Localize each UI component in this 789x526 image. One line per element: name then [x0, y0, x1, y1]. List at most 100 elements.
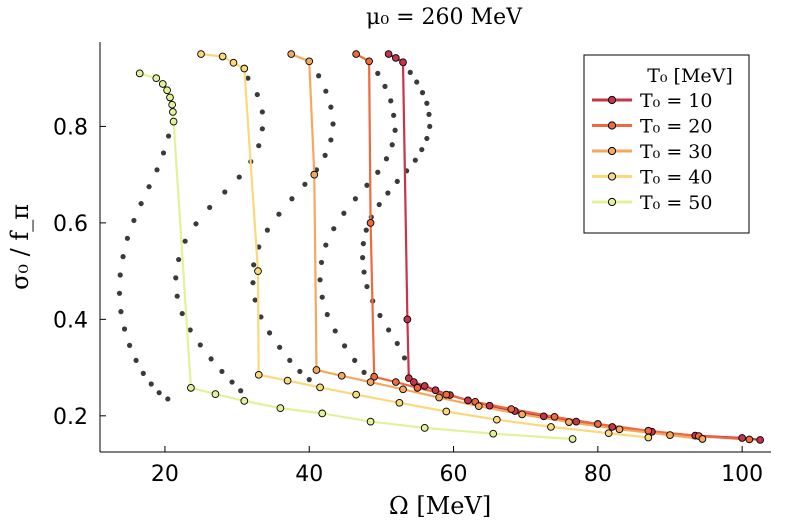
- series-point: [391, 54, 400, 62]
- series-point: [318, 409, 327, 418]
- y-tick-label: 0.2: [53, 405, 88, 430]
- branch-point: [160, 150, 167, 156]
- series-point: [370, 372, 379, 381]
- branch-point: [364, 182, 370, 188]
- series-point: [283, 376, 292, 385]
- legend-entry-label: T₀ = 10: [640, 90, 712, 112]
- branch-point: [324, 311, 330, 318]
- branch-point: [187, 327, 193, 333]
- branch-point: [331, 226, 337, 232]
- series-point: [366, 378, 375, 386]
- series-point: [507, 405, 516, 413]
- series-point: [229, 58, 238, 67]
- unstable-branches: [116, 58, 433, 402]
- branch-point: [306, 377, 312, 383]
- series-point: [152, 74, 161, 83]
- branch-point: [116, 290, 123, 296]
- branch-point: [252, 297, 258, 303]
- series-point: [435, 393, 443, 402]
- legend: T₀ [MeV] T₀ = 10 T₀ = 20 T₀ = 30 T₀ = 40 T₀ …: [583, 54, 750, 234]
- legend-swatch-marker: [607, 95, 617, 105]
- y-axis-title: σ₀ / f_π: [6, 204, 34, 290]
- branch-point: [392, 127, 398, 133]
- series-point: [352, 390, 360, 399]
- branch-point: [407, 69, 413, 75]
- chart-title: μ₀ = 260 MeV: [366, 5, 523, 30]
- series-point: [168, 100, 177, 109]
- branch-point: [173, 275, 179, 281]
- branch-point: [388, 98, 394, 104]
- x-axis-title: Ω [MeV]: [389, 492, 491, 520]
- series-point: [169, 108, 177, 116]
- branch-point: [330, 121, 336, 127]
- series-point: [316, 383, 324, 392]
- series-point: [745, 435, 754, 444]
- branch-point: [364, 283, 370, 290]
- branch-point: [126, 342, 133, 348]
- branch-point: [360, 255, 366, 261]
- series-point: [287, 50, 296, 58]
- branch-point: [165, 133, 172, 139]
- branch-point: [118, 309, 124, 315]
- series-points: [135, 50, 765, 444]
- branch-point: [207, 204, 213, 211]
- branch-point: [302, 181, 308, 187]
- series-point: [218, 52, 227, 61]
- series-point: [550, 412, 559, 421]
- series-point: [391, 378, 400, 386]
- branch-point: [236, 174, 242, 180]
- legend-swatch-marker: [607, 121, 617, 130]
- series-point: [431, 386, 440, 395]
- axes: 20 40 60 80 100 0.2 0.4 0.6 0.8: [53, 42, 771, 487]
- legend-entry-label: T₀ = 30: [640, 141, 712, 163]
- series-point: [738, 434, 746, 442]
- branch-point: [266, 330, 273, 336]
- series-point: [539, 412, 548, 421]
- legend-swatch-marker: [607, 172, 617, 181]
- series-point: [197, 50, 205, 58]
- branch-point: [361, 269, 367, 275]
- branch-point: [414, 79, 420, 85]
- series-point: [395, 398, 404, 407]
- branch-point: [377, 312, 383, 319]
- series-point: [312, 366, 321, 374]
- branch-point: [424, 135, 430, 142]
- series-point: [442, 390, 451, 399]
- series-point: [698, 435, 707, 443]
- branch-point: [341, 343, 348, 349]
- branch-point: [389, 142, 395, 148]
- branch-point: [131, 217, 137, 224]
- branch-point: [394, 178, 400, 184]
- branch-point: [352, 357, 358, 363]
- legend-entry-label: T₀ = 40: [640, 167, 712, 189]
- branch-point: [182, 238, 188, 244]
- series-point: [366, 417, 375, 426]
- branch-point: [318, 259, 325, 266]
- series-point: [593, 420, 602, 428]
- legend-swatch-marker: [607, 146, 617, 156]
- series-point: [492, 415, 501, 424]
- branch-point: [264, 227, 270, 233]
- branch-point: [140, 370, 146, 376]
- x-tick-label: 20: [151, 462, 179, 487]
- branch-point: [245, 75, 251, 81]
- series-point: [399, 58, 407, 67]
- branch-point: [375, 70, 381, 76]
- branch-point: [276, 211, 282, 217]
- branch-point: [258, 314, 264, 320]
- branch-point: [382, 83, 388, 89]
- branch-point: [251, 262, 257, 268]
- x-tick-label: 80: [584, 462, 612, 487]
- branch-point: [154, 167, 160, 173]
- y-tick-label: 0.4: [53, 308, 88, 333]
- branch-point: [176, 256, 182, 263]
- series-point: [608, 423, 617, 431]
- branch-point: [229, 379, 235, 385]
- legend-entry-label: T₀ = 50: [640, 192, 712, 214]
- series-point: [254, 267, 262, 275]
- branch-point: [424, 100, 430, 106]
- branch-point: [297, 368, 303, 375]
- series-point: [489, 429, 498, 438]
- branch-point: [363, 227, 369, 233]
- branch-point: [322, 152, 328, 158]
